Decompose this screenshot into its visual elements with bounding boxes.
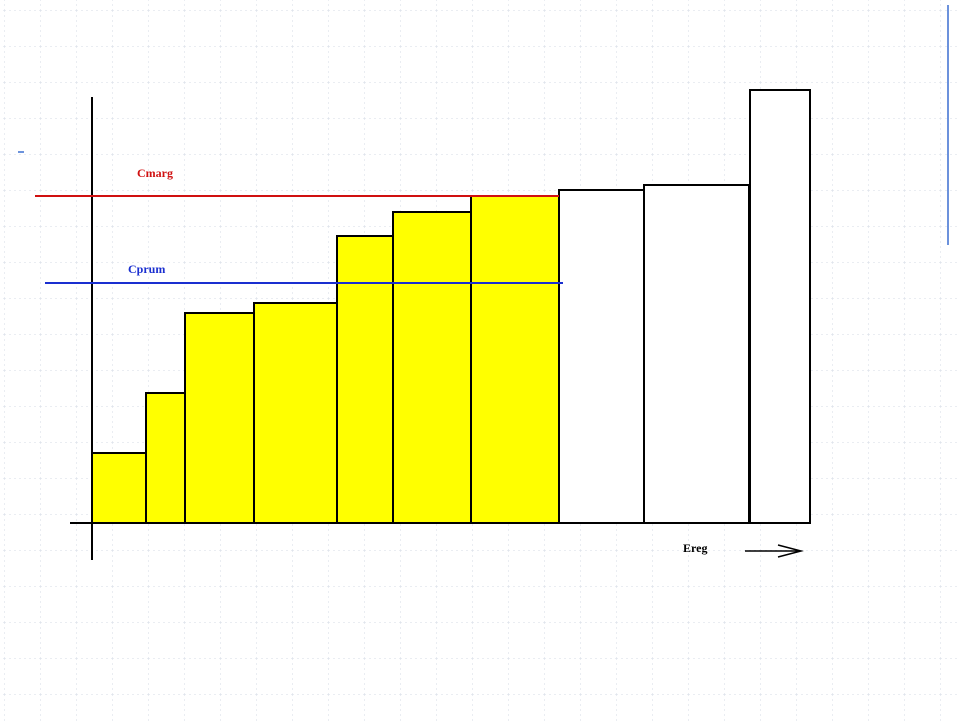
bar — [749, 89, 811, 524]
bar — [643, 184, 750, 524]
average-cost-label: Cprum — [128, 262, 165, 276]
marginal-cost-label: Cmarg — [137, 166, 173, 180]
energy-arrow — [745, 544, 804, 558]
bar — [470, 195, 560, 524]
bar — [184, 312, 255, 524]
bar — [253, 302, 338, 524]
bar — [145, 392, 186, 524]
bar — [558, 189, 645, 524]
bar — [91, 452, 147, 524]
bar — [336, 235, 394, 524]
bar — [392, 211, 472, 524]
energy-label: Ereg — [683, 541, 707, 555]
